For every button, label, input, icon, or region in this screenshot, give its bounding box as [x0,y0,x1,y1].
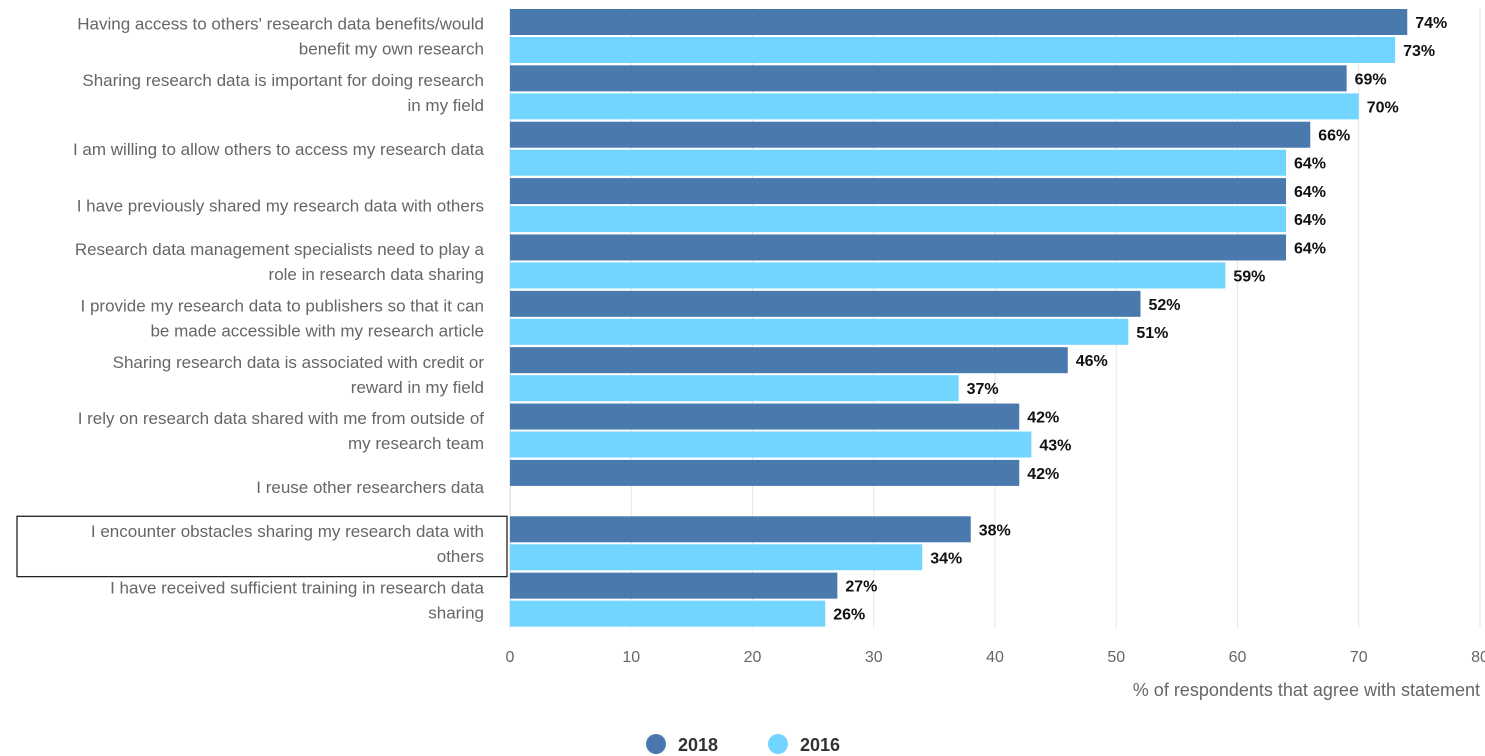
data-label: 43% [1039,438,1071,455]
x-axis-tick-labels: 0 10 20 30 40 50 60 70 80 [506,649,1485,666]
bar-2016 [510,93,1359,120]
x-tick-label: 60 [1229,649,1247,666]
x-tick-label: 10 [622,649,640,666]
bar-2016 [510,431,1032,458]
bar-2016 [510,600,826,627]
data-label: 34% [930,550,962,567]
data-label: 69% [1355,71,1387,88]
data-label: 64% [1294,240,1326,257]
category-labels: Having access to others' research data b… [16,15,508,622]
x-axis-title: % of respondents that agree with stateme… [1133,680,1480,700]
data-label: 64% [1294,156,1326,173]
category-label: reward in my field [351,378,484,397]
category-label: be made accessible with my research arti… [150,322,484,341]
data-label: 64% [1294,212,1326,229]
x-tick-label: 0 [506,649,515,666]
legend-item-2018[interactable]: 2018 [646,734,718,755]
bar-2018 [510,347,1068,374]
category-label: I provide my research data to publishers… [81,297,484,316]
legend-label: 2016 [800,735,840,755]
bar-2016 [510,262,1226,289]
data-label: 26% [833,607,865,624]
category-label: I have received sufficient training in r… [110,578,484,597]
bar-2016 [510,37,1396,63]
category-label: Having access to others' research data b… [77,15,484,34]
data-label: 59% [1233,268,1265,285]
category-label: sharing [428,603,484,622]
x-tick-label: 50 [1107,649,1125,666]
x-tick-label: 70 [1350,649,1368,666]
category-label: role in research data sharing [269,265,484,284]
bar-2016 [510,206,1286,233]
highlight-box [16,515,508,578]
data-label: 70% [1367,99,1399,116]
category-label: I encounter obstacles sharing my researc… [91,522,484,541]
bar-2018 [510,572,838,599]
data-label: 37% [967,381,999,398]
data-label: 66% [1318,128,1350,145]
bar-2018 [510,121,1311,148]
data-label: 51% [1136,325,1168,342]
category-label: I am willing to allow others to access m… [73,140,485,159]
category-label: my research team [348,434,484,453]
bar-2018 [510,234,1286,261]
x-tick-label: 40 [986,649,1004,666]
category-label: I rely on research data shared with me f… [78,409,485,428]
legend-item-2016[interactable]: 2016 [768,734,840,755]
bars [510,9,1408,627]
bar-2018 [510,516,971,543]
data-labels: 74% 69% 66% 64% 64% 52% 46% 42% 42% 38% 27% 73% 70% 6… [833,15,1447,624]
bar-2018 [510,65,1347,92]
bar-2016 [510,375,959,402]
bar-2016 [510,149,1286,176]
legend-label: 2018 [678,735,718,755]
category-label: Sharing research data is important for d… [82,71,484,90]
category-label: others [437,547,484,566]
data-label: 38% [979,522,1011,539]
data-label: 46% [1076,353,1108,370]
category-label: Sharing research data is associated with… [113,353,485,372]
category-label: I have previously shared my research dat… [77,196,484,215]
category-label: I reuse other researchers data [256,478,484,497]
data-label: 64% [1294,184,1326,201]
data-label: 74% [1415,15,1447,32]
bar-2018 [510,459,1020,486]
bar-2018 [510,290,1141,317]
data-label: 73% [1403,43,1435,60]
data-label: 42% [1027,410,1059,427]
x-tick-label: 20 [744,649,762,666]
x-tick-label: 80 [1471,649,1485,666]
legend[interactable]: 2018 2016 [646,734,840,755]
category-label: Research data management specialists nee… [75,240,485,259]
data-label: 42% [1027,466,1059,483]
bar-2018 [510,403,1020,430]
data-label: 27% [845,579,877,596]
bar-2018 [510,9,1408,35]
x-tick-label: 30 [865,649,883,666]
bar-2016 [510,544,923,571]
bar-2016 [510,318,1129,345]
bar-2018 [510,178,1286,205]
legend-marker [646,734,666,754]
data-label: 52% [1149,297,1181,314]
category-label: in my field [407,96,484,115]
legend-marker [768,734,788,754]
category-label: benefit my own research [299,40,484,59]
